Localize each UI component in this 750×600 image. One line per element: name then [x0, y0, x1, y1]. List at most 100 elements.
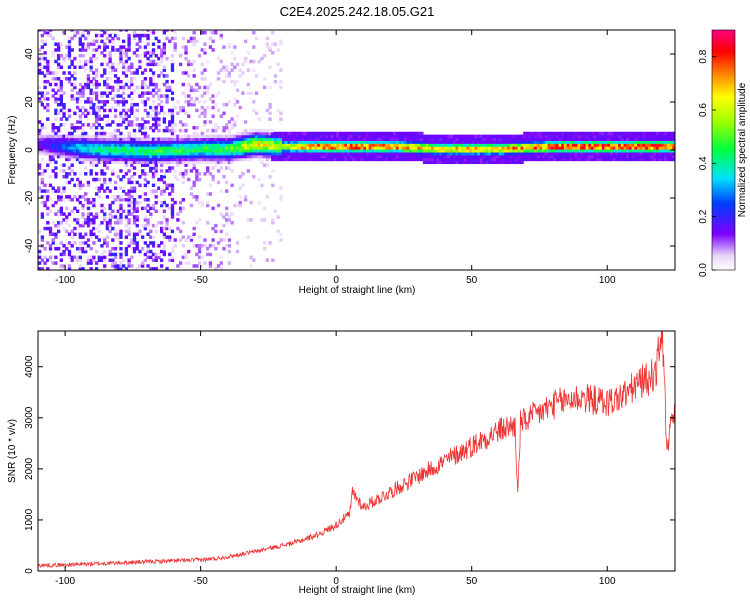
heatmap-cell: [338, 140, 343, 144]
heatmap-cell: [48, 174, 53, 179]
heatmap-cell: [458, 151, 462, 156]
heatmap-cell: [170, 189, 175, 193]
heatmap-cell: [170, 146, 175, 150]
heatmap-cell: [615, 157, 619, 162]
heatmap-cell: [485, 157, 489, 162]
heatmap-cell: [599, 134, 603, 139]
heatmap-cell: [428, 157, 432, 162]
heatmap-cell: [78, 154, 82, 159]
heatmap-cell: [441, 143, 446, 147]
heatmap-cell: [73, 137, 77, 141]
heatmap-cell: [477, 154, 481, 159]
heatmap-cell: [658, 131, 663, 136]
heatmap-cell: [119, 215, 123, 219]
heatmap-cell: [384, 134, 389, 139]
heatmap-cell: [162, 215, 166, 219]
heatmap-cell: [322, 157, 326, 162]
heatmap-cell: [485, 160, 489, 165]
heatmap-cell: [439, 146, 443, 150]
heatmap-cell: [615, 143, 619, 147]
heatmap-cell: [612, 146, 616, 150]
heatmap-cell: [208, 30, 213, 35]
heatmap-cell: [672, 151, 675, 156]
heatmap-cell: [262, 241, 267, 245]
heatmap-cell: [539, 146, 543, 150]
heatmap-cell: [227, 146, 232, 150]
heatmap-cell: [460, 154, 465, 159]
heatmap-cell: [487, 154, 492, 159]
heatmap-cell: [244, 151, 248, 156]
heatmap-cell: [501, 160, 505, 165]
heatmap-cell: [149, 62, 153, 67]
heatmap-cell: [122, 102, 126, 107]
colorbar-gradient: [711, 29, 736, 271]
heatmap-cell: [328, 131, 332, 136]
heatmap-cell: [300, 146, 305, 150]
heatmap-cell: [439, 157, 443, 162]
heatmap-cell: [249, 151, 253, 156]
heatmap-cell: [227, 154, 232, 159]
heatmap-cell: [574, 151, 579, 156]
heatmap-cell: [360, 157, 364, 162]
heatmap-cell: [428, 154, 432, 159]
heatmap-cell: [181, 71, 185, 75]
heatmap-cell: [295, 149, 299, 153]
heatmap-cell: [43, 183, 47, 188]
heatmap-cell: [146, 218, 150, 222]
heatmap-cell: [154, 114, 158, 118]
heatmap-cell: [626, 149, 630, 153]
heatmap-cell: [265, 195, 270, 199]
heatmap-cell: [444, 157, 448, 162]
heatmap-cell: [281, 151, 286, 156]
heatmap-cell: [561, 140, 565, 144]
heatmap-cell: [341, 146, 345, 150]
heatmap-cell: [84, 140, 88, 144]
heatmap-cell: [563, 151, 568, 156]
heatmap-cell: [593, 137, 597, 141]
heatmap-cell: [653, 146, 657, 150]
heatmap-cell: [211, 160, 215, 165]
heatmap-cell: [130, 241, 134, 245]
heatmap-cell: [468, 146, 473, 150]
heatmap-cell: [108, 160, 112, 165]
heatmap-cell: [479, 154, 484, 159]
heatmap-cell: [181, 128, 185, 133]
heatmap-cell: [355, 149, 359, 153]
heatmap-cell: [515, 143, 519, 147]
heatmap-cell: [84, 100, 88, 104]
heatmap-cell: [490, 137, 494, 141]
heatmap-cell: [54, 154, 58, 159]
heatmap-cell: [298, 154, 302, 159]
heatmap-cell: [100, 244, 104, 248]
heatmap-cell: [341, 131, 345, 136]
heatmap-cell: [607, 146, 611, 150]
heatmap-cell: [222, 111, 226, 116]
heatmap-cell: [273, 134, 278, 139]
heatmap-cell: [382, 151, 386, 156]
heatmap-cell: [216, 56, 221, 61]
heatmap-cell: [227, 249, 232, 254]
heatmap-cell: [141, 143, 145, 147]
heatmap-cell: [249, 255, 253, 260]
heatmap-cell: [154, 166, 158, 170]
heatmap-cell: [631, 149, 635, 153]
heatmap-cell: [474, 160, 478, 165]
heatmap-cell: [108, 140, 112, 144]
heatmap-cell: [669, 137, 673, 141]
heatmap-cell: [387, 134, 391, 139]
heatmap-cell: [257, 177, 261, 182]
heatmap-cell: [314, 137, 318, 141]
heatmap-cell: [479, 146, 484, 150]
heatmap-cell: [173, 160, 177, 165]
heatmap-cell: [235, 114, 240, 118]
heatmap-cell: [447, 151, 451, 156]
heatmap-cell: [176, 160, 180, 165]
heatmap-cell: [284, 131, 288, 136]
y-tick-label: 3000: [24, 406, 35, 429]
heatmap-cell: [197, 154, 202, 159]
heatmap-cell: [165, 221, 169, 225]
heatmap-cell: [89, 149, 93, 153]
heatmap-cell: [558, 151, 562, 156]
heatmap-cell: [89, 100, 93, 104]
heatmap-cell: [146, 146, 150, 150]
